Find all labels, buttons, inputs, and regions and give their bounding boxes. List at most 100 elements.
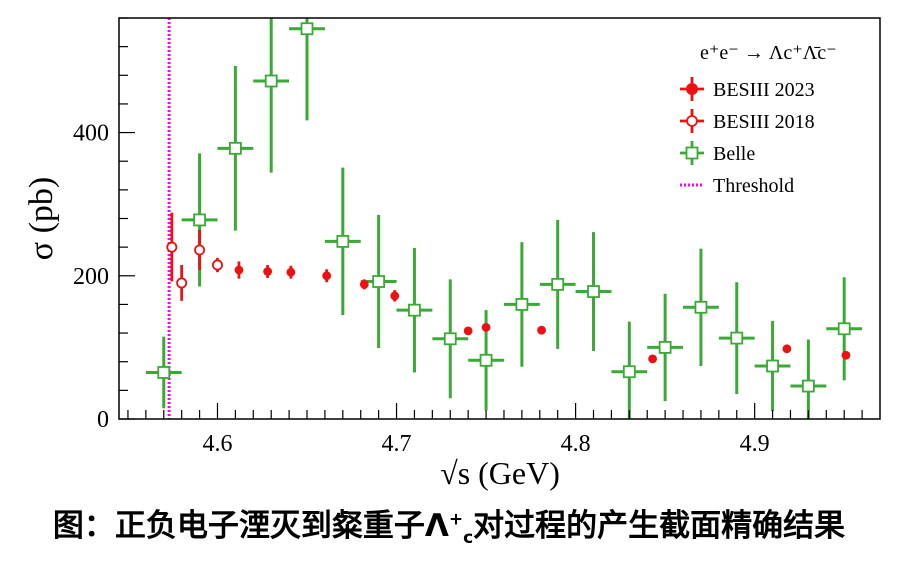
belle-point [145,336,182,409]
belle-marker [157,366,171,379]
belle-marker [551,277,565,291]
belle-marker [730,331,744,345]
belle-marker [408,303,421,317]
besiii-2023-marker [648,354,657,364]
caption-suffix: 对过程的产生截面精确结果 [473,508,846,544]
x-tick-label: 4.6 [202,431,232,457]
belle-point [611,321,648,419]
besiii-2023-marker [263,267,273,276]
legend: e⁺e⁻ → Λc⁺Λ̄c⁻ BESIII 2023 BESIII 2018 Bell… [680,42,837,197]
legend-belle: Belle [680,141,755,165]
besiii-2018-marker [176,277,188,289]
besiii-2023-marker [782,344,792,354]
belle-point [790,339,827,419]
caption-sub: c [463,528,474,549]
besiii-2023-marker [286,267,296,277]
besiii-2023-point [463,326,473,336]
belle-point [683,248,719,367]
besiii-2023-point [390,290,400,302]
x-tick-label: 4.8 [561,431,591,457]
belle-marker [443,332,457,346]
figure-caption: 图：正负电子湮灭到粲重子Λ+c对过程的产生截面精确结果 [0,500,898,548]
besiii-2023-point [481,322,491,332]
besiii-2023-marker [234,265,244,275]
besiii-2023-marker [841,350,851,360]
belle-marker [801,379,815,393]
belle-point [432,279,469,399]
belle-marker [228,141,242,155]
belle-marker [372,275,386,288]
besiii-2023-point [263,265,273,278]
besiii-2018-point [166,212,178,282]
legend-label: BESIII 2023 [713,79,815,101]
besiii-2023-point [286,265,296,279]
belle-point [754,320,791,412]
y-tick-label: 0 [97,407,109,433]
legend-title: e⁺e⁻ → Λc⁺Λ̄c⁻ [700,42,837,64]
besiii-2023-point [322,269,332,283]
besiii-2023-point [841,350,851,360]
belle-point [503,242,540,367]
legend-besiii-2018: BESIII 2018 [680,109,815,133]
belle-marker [264,74,278,88]
legend-threshold: Threshold [680,175,794,197]
besiii-2018-point [194,229,206,271]
besiii-2023-point [537,325,546,335]
caption-prefix: 图：正负电子湮灭到粲重子 [52,508,425,544]
x-axis-title: √s (GeV) [440,455,560,491]
belle-point [396,247,433,373]
belle-marker [515,298,529,311]
belle-marker [837,322,851,336]
belle-point [324,167,361,316]
y-tick-label: 200 [73,264,109,290]
belle-marker [694,300,708,314]
besiii-2023-point [648,354,657,364]
legend-label: Threshold [713,175,794,197]
besiii-2023-point [782,344,792,354]
besiii-2023-marker [359,279,369,289]
belle-marker [766,359,779,373]
data-layer [145,18,863,419]
besiii-2018-point [211,257,223,273]
caption-sup: + [448,509,464,530]
besiii-2023-marker [481,322,491,332]
besiii-2023-marker [537,325,546,335]
belle-point [826,277,863,381]
besiii-2018-marker [194,244,206,256]
belle-marker [300,22,314,36]
besiii-2023-marker [322,271,332,281]
belle-marker [587,285,600,298]
belle-marker [622,365,636,379]
belle-point [647,293,684,402]
besiii-2018-point [176,265,188,301]
caption-lambda: Λ [424,508,449,544]
besiii-2023-point [359,279,369,290]
belle-marker [193,213,206,227]
belle-marker [479,353,493,367]
besiii-2023-marker [390,291,400,301]
belle-point [289,18,325,121]
besiii-2023-marker [463,326,473,336]
legend-marker [685,146,699,160]
legend-marker [686,83,698,95]
belle-point [539,219,576,349]
besiii-2023-point [234,261,244,279]
belle-marker [336,235,350,248]
legend-marker [686,115,698,127]
legend-besiii-2023: BESIII 2023 [680,77,815,101]
belle-point [217,65,254,231]
belle-point [718,282,755,394]
y-tick-label: 400 [73,121,109,147]
x-tick-label: 4.7 [382,431,412,457]
legend-label: BESIII 2018 [713,111,815,133]
belle-point [575,232,612,351]
x-tick-label: 4.9 [740,431,770,457]
belle-point [253,18,290,173]
cross-section-chart: 4.6 4.7 4.8 4.9 0 200 400 σ (pb) √s (GeV) e⁺e⁻ →… [23,17,881,491]
belle-marker [658,340,672,354]
axes-layer: 4.6 4.7 4.8 4.9 0 200 400 σ (pb) √s (GeV) [23,17,863,491]
besiii-2018-marker [166,241,178,253]
legend-label: Belle [713,143,755,165]
y-axis-title: σ (pb) [23,177,60,260]
besiii-2018-marker [211,259,223,271]
